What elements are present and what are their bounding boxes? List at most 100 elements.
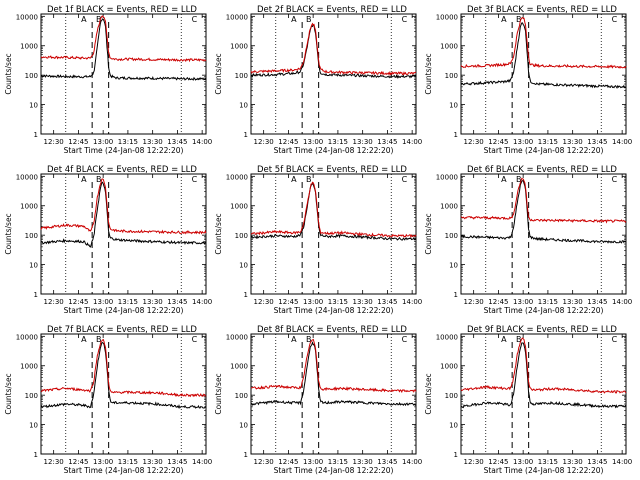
x-tick-label: 13:45 [167,458,187,466]
x-tick-label: 13:00 [303,298,323,306]
y-axis-label: Counts/sec [4,373,13,414]
series-lld-line [460,16,627,69]
x-tick-label: 12:30 [464,458,484,466]
plot-frame [250,13,417,135]
y-axis-label: Counts/sec [214,213,223,254]
panel-title: Det 3f BLACK = Events, RED = LLD [467,5,617,15]
y-tick-label: 10000 [16,13,38,21]
x-tick-label: 13:45 [587,298,607,306]
marker-label-b: B [96,335,102,344]
panel-title: Det 5f BLACK = Events, RED = LLD [257,165,407,175]
panel-title: Det 7f BLACK = Events, RED = LLD [47,325,197,335]
panel-det-4: Det 4f BLACK = Events, RED = LLD 1 10 100 10… [4,165,212,315]
y-tick-label: 100 [445,392,458,400]
x-tick-label: 13:30 [563,458,583,466]
series-lld-line [460,177,627,224]
y-tick-label: 1000 [20,203,38,211]
x-tick-label: 13:45 [377,458,397,466]
x-tick-label: 14:00 [192,298,212,306]
x-tick-label: 13:15 [118,458,138,466]
y-tick-label: 10000 [16,173,38,181]
marker-label-c: C [612,175,618,184]
y-axis-label: Counts/sec [424,53,433,94]
marker-label-a: A [501,335,507,344]
plot-frame [250,333,417,455]
marker-label-c: C [402,175,408,184]
y-tick-label: 1000 [440,363,458,371]
marker-label-a: A [291,15,297,24]
x-tick-label: 12:45 [68,138,88,146]
marker-label-a: A [81,335,87,344]
x-tick-label: 13:45 [377,298,397,306]
x-tick-label: 13:00 [513,138,533,146]
x-axis-label: Start Time (24-Jan-08 12:22:20) [64,466,184,475]
plot-frame [460,13,627,135]
x-tick-label: 12:45 [68,298,88,306]
x-tick-label: 13:30 [563,298,583,306]
y-tick-label: 1000 [20,363,38,371]
y-tick-label: 10000 [436,333,458,341]
y-axis-label: Counts/sec [214,53,223,94]
series-lld-line [40,178,207,235]
y-tick-label: 10 [239,262,248,270]
marker-label-a: A [81,175,87,184]
marker-label-a: A [291,335,297,344]
series-lld-line [250,338,417,394]
y-tick-label: 1 [244,131,248,139]
y-tick-label: 10000 [436,173,458,181]
y-tick-label: 1000 [230,43,248,51]
marker-label-c: C [192,175,198,184]
x-tick-label: 13:00 [93,298,113,306]
plot-frame [40,173,207,295]
series-lld-line [250,181,417,238]
x-tick-label: 13:15 [538,138,558,146]
y-tick-label: 10 [449,102,458,110]
y-tick-label: 100 [25,232,38,240]
x-axis-label: Start Time (24-Jan-08 12:22:20) [274,306,394,315]
marker-label-b: B [96,175,102,184]
y-tick-label: 100 [235,392,248,400]
y-tick-label: 100 [235,232,248,240]
panel-det-6: Det 6f BLACK = Events, RED = LLD 1 10 100 10… [424,165,632,315]
plot-frame [40,13,207,135]
x-tick-label: 13:30 [353,458,373,466]
x-tick-label: 13:30 [563,138,583,146]
x-tick-label: 13:00 [303,138,323,146]
y-axis-label: Counts/sec [424,213,433,254]
panel-title: Det 1f BLACK = Events, RED = LLD [47,5,197,15]
y-tick-label: 10000 [226,13,248,21]
y-tick-label: 10000 [226,173,248,181]
y-tick-label: 1 [454,291,458,299]
x-tick-label: 12:30 [464,298,484,306]
x-tick-label: 12:45 [278,298,298,306]
x-axis-label: Start Time (24-Jan-08 12:22:20) [484,146,604,155]
y-tick-label: 10 [449,262,458,270]
panel-title: Det 2f BLACK = Events, RED = LLD [257,5,407,15]
y-tick-label: 1000 [20,43,38,51]
marker-label-b: B [516,335,522,344]
panel-det-1: Det 1f BLACK = Events, RED = LLD 1 10 100 10… [4,5,212,155]
x-tick-label: 12:30 [464,138,484,146]
series-lld-line [40,15,207,63]
series-events-line [250,341,417,407]
y-tick-label: 1000 [440,203,458,211]
y-tick-label: 10 [239,422,248,430]
marker-label-c: C [612,15,618,24]
x-tick-label: 13:30 [353,138,373,146]
x-tick-label: 13:15 [328,138,348,146]
y-tick-label: 10 [29,102,38,110]
y-tick-label: 10000 [226,333,248,341]
x-axis-label: Start Time (24-Jan-08 12:22:20) [64,146,184,155]
panel-det-9: Det 9f BLACK = Events, RED = LLD 1 10 100 10… [424,325,632,475]
y-tick-label: 1 [244,291,248,299]
panel-det-3: Det 3f BLACK = Events, RED = LLD 1 10 100 10… [424,5,632,155]
marker-label-b: B [516,175,522,184]
series-events-line [250,182,417,241]
y-tick-label: 100 [235,72,248,80]
y-tick-label: 1000 [230,363,248,371]
series-events-line [460,22,627,89]
marker-label-c: C [192,15,198,24]
x-tick-label: 14:00 [402,298,422,306]
